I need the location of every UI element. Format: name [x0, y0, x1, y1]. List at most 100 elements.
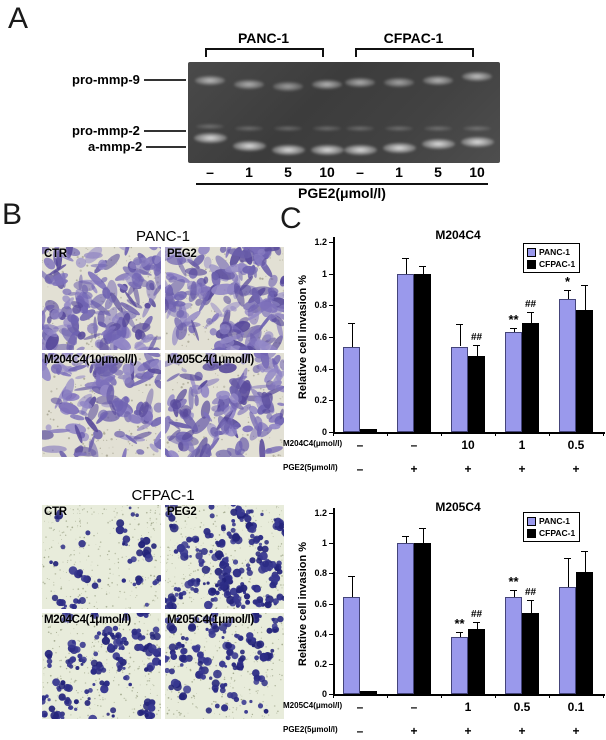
gel-group-label-cfpac1: CFPAC-1 — [383, 30, 444, 46]
gel-band — [312, 79, 342, 89]
condition-row-value: + — [572, 724, 580, 738]
gel-band — [385, 125, 413, 131]
micrograph-quadrant-label: CTR — [44, 506, 67, 518]
bar-cfpac-1 — [522, 612, 539, 694]
error-bar-cap — [348, 322, 355, 324]
legend-item: CFPAC-1 — [527, 258, 575, 270]
gel-lane-labels: – 1 5 10 – 1 5 10 — [0, 164, 606, 182]
y-tick-label: 0.2 — [314, 658, 327, 669]
error-bar-cap — [473, 621, 480, 623]
error-bar — [530, 600, 532, 613]
micrograph-title-panc1: PANC-1 — [136, 228, 190, 245]
condition-row-value: – — [410, 438, 418, 452]
y-tick — [329, 513, 333, 514]
y-tick — [329, 305, 333, 307]
micrograph-quadrant-label: PEG2 — [167, 248, 197, 260]
panel-a-label: A — [8, 2, 29, 35]
error-bar-cap — [402, 257, 409, 259]
gel-band — [382, 143, 416, 153]
bar-panc-1 — [505, 597, 522, 694]
micrograph-m204c4-10-mol-l-: M204C4(10μmol/l) — [42, 353, 161, 457]
error-bar-cap — [564, 558, 571, 560]
bar-panc-1 — [397, 543, 414, 694]
bar-panc-1 — [343, 346, 360, 432]
significance-marker: ** — [508, 573, 519, 589]
gel-group-label-panc1: PANC-1 — [237, 30, 290, 46]
condition-row-value: – — [356, 438, 364, 452]
gel-band — [271, 145, 305, 155]
micrograph-image — [42, 353, 161, 457]
micrograph-quadrant-label: M205C4(1μmol/l) — [167, 354, 254, 366]
gel-band — [313, 125, 341, 131]
bar-cfpac-1 — [576, 571, 593, 694]
micrograph-peg2: PEG2 — [165, 505, 284, 609]
legend-swatch-panc-1 — [527, 516, 536, 526]
y-tick-label: 0.4 — [314, 628, 327, 639]
error-bar-cap — [473, 344, 480, 346]
condition-row-value: + — [572, 462, 580, 476]
gel-band — [310, 145, 344, 155]
condition-row-value: 0.5 — [513, 700, 531, 714]
micrograph-m205c4-1-mol-l-: M205C4(1μmol/l) — [165, 613, 284, 719]
chart-title: M205C4 — [435, 500, 481, 514]
gel-band — [424, 125, 452, 131]
error-bar — [351, 576, 353, 598]
y-tick-label: 1 — [321, 538, 327, 549]
gel-band-label-prommp9: pro-mmp-9 — [72, 72, 140, 87]
gel-band — [195, 75, 225, 85]
significance-marker: ## — [524, 298, 537, 310]
error-bar-cap — [402, 535, 409, 537]
error-bar — [584, 284, 586, 311]
gel-band-pointer-line — [143, 129, 186, 132]
condition-row-value: 0.5 — [567, 438, 585, 452]
y-axis — [333, 237, 335, 432]
significance-marker: ## — [524, 587, 537, 599]
condition-row-label: M204C4(μmol/l) — [283, 439, 343, 448]
gel-lane-label: 10 — [469, 164, 485, 180]
micrograph-quadrant-label: M205C4(1μmol/l) — [167, 614, 254, 626]
error-bar-cap — [581, 284, 588, 286]
invasion-chart-m204c4: M204C4 Relative cell invasion % 0 0.2 0.4 0.6… — [283, 228, 606, 480]
y-tick-label: 0 — [321, 689, 327, 699]
condition-row-value: + — [518, 462, 526, 476]
bar-panc-1 — [397, 273, 414, 432]
bar-cfpac-1 — [360, 428, 377, 432]
gel-band — [421, 139, 455, 149]
y-tick-label: 0.2 — [314, 395, 327, 406]
micrograph-title-cfpac1: CFPAC-1 — [131, 487, 195, 504]
y-tick-label: 0.4 — [314, 363, 327, 374]
error-bar — [584, 550, 586, 572]
micrograph-grid-cfpac1: CTR PEG2 M204C4(1μmol/l) M205C4(1μmol/l) — [42, 505, 284, 719]
condition-row-value: + — [410, 724, 418, 738]
y-tick — [329, 337, 333, 338]
error-bar — [567, 289, 569, 299]
significance-marker: ## — [470, 608, 483, 620]
micrograph-image — [42, 505, 161, 609]
error-bar — [459, 632, 461, 637]
gel-lane-label: 5 — [434, 164, 442, 180]
condition-row-value: 10 — [461, 438, 475, 452]
y-tick-label: 1.2 — [314, 237, 327, 247]
bar-cfpac-1 — [360, 690, 377, 694]
y-tick-label: 0.8 — [314, 300, 327, 311]
error-bar-cap — [564, 289, 571, 291]
condition-row-label: PGE2(5μmol/l) — [283, 463, 338, 472]
y-tick-label: 0.8 — [314, 568, 327, 579]
micrograph-ctr: CTR — [42, 247, 161, 350]
y-tick-label: 0 — [321, 427, 327, 437]
bar-cfpac-1 — [468, 356, 485, 432]
x-tick — [333, 433, 334, 436]
gel-xaxis-label: PGE2(μmol/l) — [298, 185, 386, 201]
bar-panc-1 — [505, 332, 522, 432]
gel-bracket-panc1 — [205, 48, 324, 57]
y-tick — [329, 694, 333, 695]
gel-axis-line — [196, 183, 488, 185]
error-bar — [405, 535, 407, 544]
bar-panc-1 — [559, 299, 576, 432]
micrograph-quadrant-label: PEG2 — [167, 506, 197, 518]
gel-band-pointer-line — [146, 145, 186, 148]
x-tick — [387, 695, 388, 698]
error-bar-cap — [527, 311, 534, 313]
micrograph-m204c4-1-mol-l-: M204C4(1μmol/l) — [42, 613, 161, 719]
gel-band — [232, 141, 266, 151]
